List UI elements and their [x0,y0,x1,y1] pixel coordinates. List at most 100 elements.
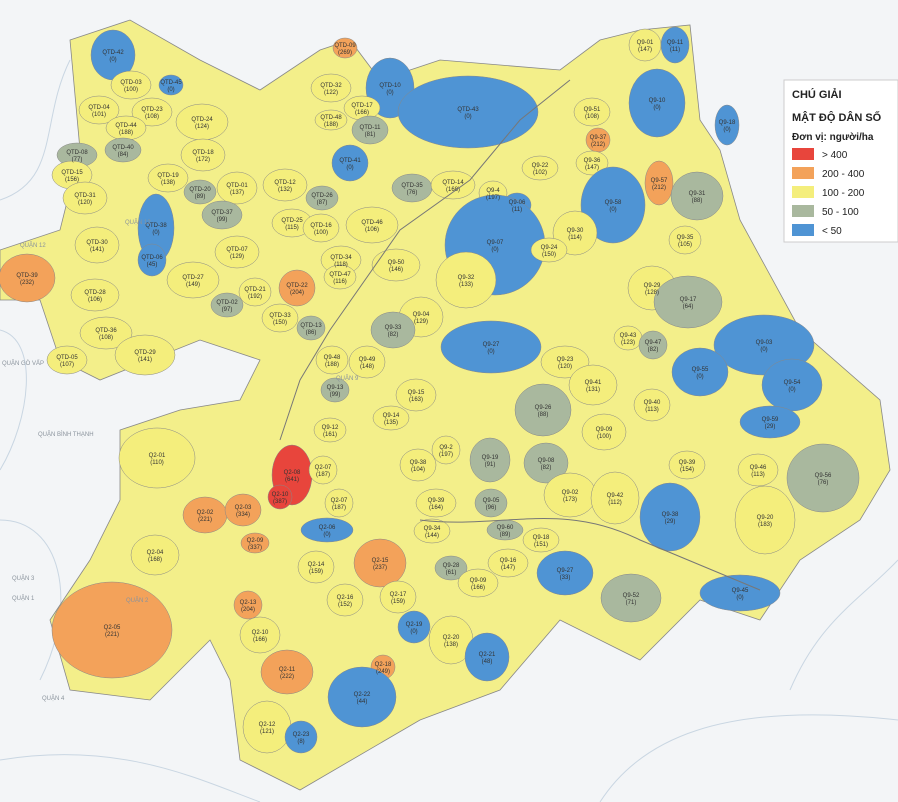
zone-density: (106) [365,227,379,233]
background-streets [0,59,898,802]
legend: CHÚ GIẢI MẬT ĐỘ DÂN SỐ Đơn vị: người/ha … [783,79,898,243]
zone-code: Q9-22 [532,163,549,169]
zone-density: (197) [439,452,453,458]
zone-density: (116) [333,279,347,285]
zone-code: Q2-04 [147,550,164,556]
zone-code: QTD-29 [134,350,156,356]
zone-density: (222) [280,674,294,680]
zone-code: Q2-21 [479,652,496,658]
zone-code: Q9-16 [500,558,517,564]
zone-density: (221) [198,517,212,523]
zone-code: Q9-03 [756,340,773,346]
zone [734,485,796,555]
zone [233,590,263,620]
zone-density: (387) [273,499,287,505]
zone [668,225,702,255]
zone [573,97,611,127]
zone-code: Q2-13 [240,600,257,606]
zone-code: Q9-15 [408,390,425,396]
zone-code: QTD-47 [329,272,351,278]
zone-code: QTD-33 [269,313,291,319]
zone-density: (71) [626,600,637,606]
zone [201,200,243,230]
zone-density: (124) [195,124,209,130]
zone-density: (122) [324,90,338,96]
zone-density: (61) [446,570,457,576]
zone [284,720,318,754]
zone-density: (161) [323,432,337,438]
zone-code: Q9-19 [482,455,499,461]
legend-unit: Đơn vị: người/ha [792,132,874,143]
zone-code: QTD-02 [216,300,238,306]
zone-code: Q9-30 [567,228,584,234]
zone-code: Q2-10 [252,630,269,636]
zone-code: Q9-14 [383,413,400,419]
zone-code: Q2-12 [259,722,276,728]
zone-code: Q9-56 [815,473,832,479]
zone [670,171,724,221]
zone-density: (84) [118,152,129,158]
zone-code: Q9-33 [385,325,402,331]
zone [514,383,572,437]
zone-density: (11) [512,207,522,213]
zone-density: (187) [332,505,346,511]
zone-code: Q9-38 [662,512,679,518]
zone-density: (159) [309,569,323,575]
zone-density: (88) [692,198,703,204]
zone-density: (641) [285,477,299,483]
zone [600,573,662,623]
zone-density: (168) [446,187,460,193]
zone-code: Q9-29 [644,283,661,289]
legend-label: 100 - 200 [822,188,865,199]
zone-code: QTD-46 [361,220,383,226]
zone-code: Q9-26 [535,405,552,411]
zone [435,251,497,309]
zone [739,405,801,439]
zone-code: Q9-52 [623,593,640,599]
zone-code: Q9-32 [458,275,475,281]
zone-density: (212) [591,142,605,148]
zone-code: QTD-01 [226,183,248,189]
zone-density: (112) [608,500,622,506]
zone-code: QTD-19 [157,173,179,179]
zone-code: Q9-20 [757,515,774,521]
zone-density: (86) [306,330,317,336]
zone-code: Q9-23 [557,357,574,363]
zone-code: QTD-13 [300,323,322,329]
zone-code: QTD-16 [310,223,332,229]
zone [180,138,226,172]
zone-code: QTD-35 [401,183,423,189]
zone-density: (29) [765,424,776,430]
zone [261,303,299,333]
zone-density: (8) [297,739,304,745]
zone [239,616,281,654]
district-label: QUẬN GÒ VẤP [2,360,44,367]
zone-code: QTD-11 [360,125,382,131]
zone [310,73,352,103]
zone-code: Q9-24 [541,245,558,251]
zone-density: (91) [485,462,496,468]
district-label: QUẬN 12 [125,219,151,226]
zone [323,264,357,290]
zone-code: Q9-49 [359,357,376,363]
zone [351,115,389,145]
zone-code: QTD-04 [88,105,110,111]
zone-code: QTD-42 [102,50,124,56]
zone [536,550,594,596]
zone-code: Q9-42 [607,493,624,499]
zone-code: QTD-28 [84,290,106,296]
zone-density: (108) [585,114,599,120]
zone [395,378,437,412]
zone-code: Q9-46 [750,465,767,471]
zone-density: (0) [410,629,417,635]
zone [324,488,354,518]
zone [110,70,152,100]
zone-code: Q9-45 [732,588,749,594]
zone [308,455,338,485]
zone-density: (232) [20,280,34,286]
zone-density: (101) [92,112,106,118]
zone [353,538,407,588]
zone-density: (113) [645,407,659,413]
